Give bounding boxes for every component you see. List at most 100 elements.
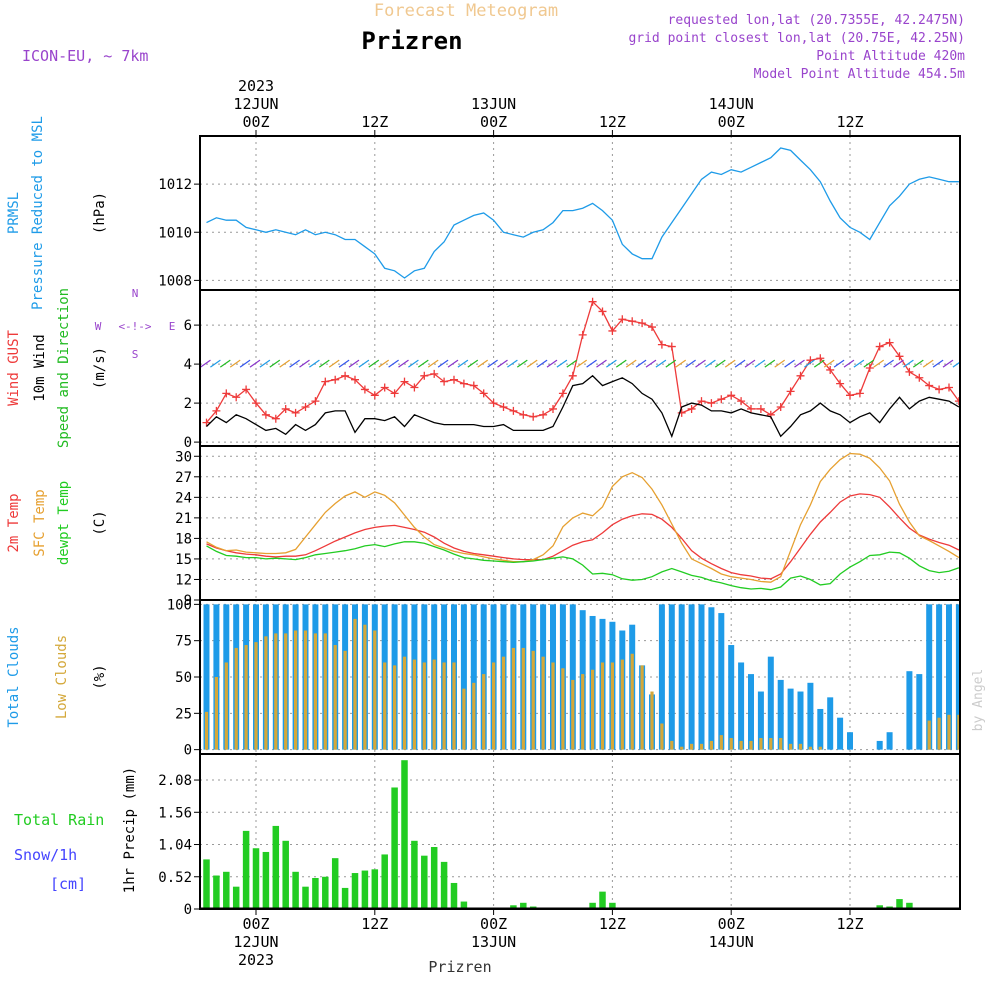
low-cloud-bar bbox=[472, 682, 476, 750]
low-cloud-bar bbox=[294, 630, 298, 750]
gust-marker bbox=[855, 389, 864, 398]
low-cloud-bar bbox=[818, 746, 822, 750]
wind-direction-arrow bbox=[239, 359, 251, 368]
low-cloud-bar bbox=[660, 723, 664, 750]
wind-direction-arrow bbox=[764, 359, 776, 368]
wind-direction-arrow bbox=[556, 359, 568, 368]
low-cloud-bar bbox=[313, 633, 317, 750]
low-cloud-bar bbox=[957, 714, 960, 750]
gust-marker bbox=[648, 323, 656, 332]
wind-direction-arrow bbox=[952, 361, 960, 368]
gust-marker bbox=[756, 404, 765, 413]
panel-ylabel-clouds: Low Clouds bbox=[54, 635, 70, 719]
wind-direction-arrow bbox=[507, 359, 518, 368]
snow-unit-label: [cm] bbox=[50, 875, 86, 893]
panel-body-clouds bbox=[203, 604, 960, 750]
gust-marker bbox=[638, 319, 647, 328]
total-cloud-bar bbox=[946, 604, 952, 750]
wind-direction-arrow bbox=[546, 359, 558, 368]
panel-wind: 0 2 4 6 bbox=[184, 289, 961, 451]
gust-marker bbox=[717, 395, 726, 404]
total-cloud-bar bbox=[797, 691, 804, 750]
panel-frame-pressure bbox=[199, 135, 961, 291]
total-cloud-bar bbox=[460, 604, 467, 750]
wind-direction-arrow bbox=[724, 359, 736, 368]
compass-n: N bbox=[132, 287, 139, 300]
wind-direction-arrow bbox=[269, 359, 281, 368]
low-cloud-bar bbox=[264, 636, 268, 750]
gust-marker bbox=[786, 387, 795, 396]
panel-unit-precipitation: 1hr Precip (mm) bbox=[122, 767, 138, 893]
y-tick-label: 0.52 bbox=[158, 870, 192, 886]
gust-marker bbox=[578, 330, 587, 339]
gust-marker bbox=[935, 385, 944, 394]
low-cloud-bar bbox=[482, 674, 486, 750]
wind-direction-arrow bbox=[863, 359, 875, 368]
wind-direction-arrow bbox=[804, 359, 815, 368]
wind-direction-arrow bbox=[645, 359, 657, 368]
wind-direction-arrow bbox=[774, 359, 786, 368]
total-cloud-bar bbox=[767, 656, 774, 750]
wind-direction-arrow bbox=[388, 359, 399, 368]
wind-direction-arrow bbox=[912, 359, 924, 368]
wind-direction-arrow bbox=[744, 359, 756, 368]
total-cloud-bar bbox=[757, 691, 764, 750]
gust-marker bbox=[707, 399, 716, 408]
wind-direction-arrow bbox=[408, 359, 419, 368]
wind-direction-arrow bbox=[873, 359, 885, 368]
rain-bar bbox=[450, 882, 458, 909]
series-line-wind-0 bbox=[206, 300, 960, 424]
gust-marker bbox=[380, 383, 389, 392]
total-cloud-bar bbox=[698, 604, 705, 750]
wind-direction-arrow bbox=[309, 359, 320, 368]
total-cloud-bar bbox=[886, 732, 893, 750]
low-cloud-bar bbox=[620, 659, 624, 750]
y-tick-label: 0 bbox=[184, 435, 192, 451]
panel-ylabel-wind: Speed and Direction bbox=[56, 288, 72, 448]
rain-bar bbox=[609, 902, 616, 909]
total-cloud-bar bbox=[203, 604, 210, 750]
panel-temperature: 9 12 15 18 21 24 27 30 bbox=[175, 445, 961, 609]
low-cloud-bar bbox=[412, 659, 416, 750]
series-line-temperature-0 bbox=[206, 493, 960, 580]
low-cloud-bar bbox=[393, 665, 397, 750]
wind-direction-arrow bbox=[229, 359, 241, 368]
low-cloud-bar bbox=[323, 633, 327, 750]
rain-bar bbox=[401, 760, 408, 909]
rain-bar bbox=[331, 858, 339, 909]
wind-direction-arrow bbox=[516, 359, 528, 368]
wind-direction-arrow bbox=[903, 359, 914, 368]
gust-marker bbox=[657, 340, 666, 349]
low-cloud-bar bbox=[798, 743, 803, 750]
low-cloud-bar bbox=[442, 662, 446, 750]
gust-marker bbox=[598, 307, 607, 316]
total-cloud-bar bbox=[876, 740, 883, 750]
panel-frame-precipitation bbox=[199, 753, 961, 910]
low-cloud-bar bbox=[531, 650, 535, 750]
wind-direction-arrow bbox=[784, 359, 795, 368]
panel-unit-temperature: (C) bbox=[92, 510, 108, 535]
bottom-time-label: 00Z bbox=[718, 915, 745, 933]
series-line-temperature-1 bbox=[206, 452, 960, 583]
gust-marker bbox=[954, 397, 960, 406]
total-cloud-bar bbox=[916, 674, 923, 750]
total-cloud-bar bbox=[827, 697, 834, 750]
y-tick-label: 50 bbox=[175, 670, 192, 686]
wind-direction-arrow bbox=[279, 359, 291, 368]
bottom-time-label: 12JUN bbox=[233, 933, 278, 951]
gust-marker bbox=[321, 377, 330, 386]
top-time-label: 00Z bbox=[480, 113, 507, 131]
low-cloud-bar bbox=[670, 740, 674, 750]
series-line-temperature-2 bbox=[206, 541, 960, 591]
rain-bar bbox=[430, 847, 438, 909]
low-cloud-bar bbox=[521, 647, 525, 750]
wind-direction-arrow bbox=[655, 359, 667, 368]
total-cloud-bar bbox=[728, 645, 735, 750]
top-time-label: 2023 bbox=[238, 77, 274, 95]
rain-bar bbox=[411, 840, 418, 909]
low-cloud-bar bbox=[492, 662, 496, 750]
wind-direction-arrow bbox=[635, 359, 647, 368]
gust-marker bbox=[558, 389, 567, 398]
wind-direction-arrow bbox=[497, 359, 508, 368]
